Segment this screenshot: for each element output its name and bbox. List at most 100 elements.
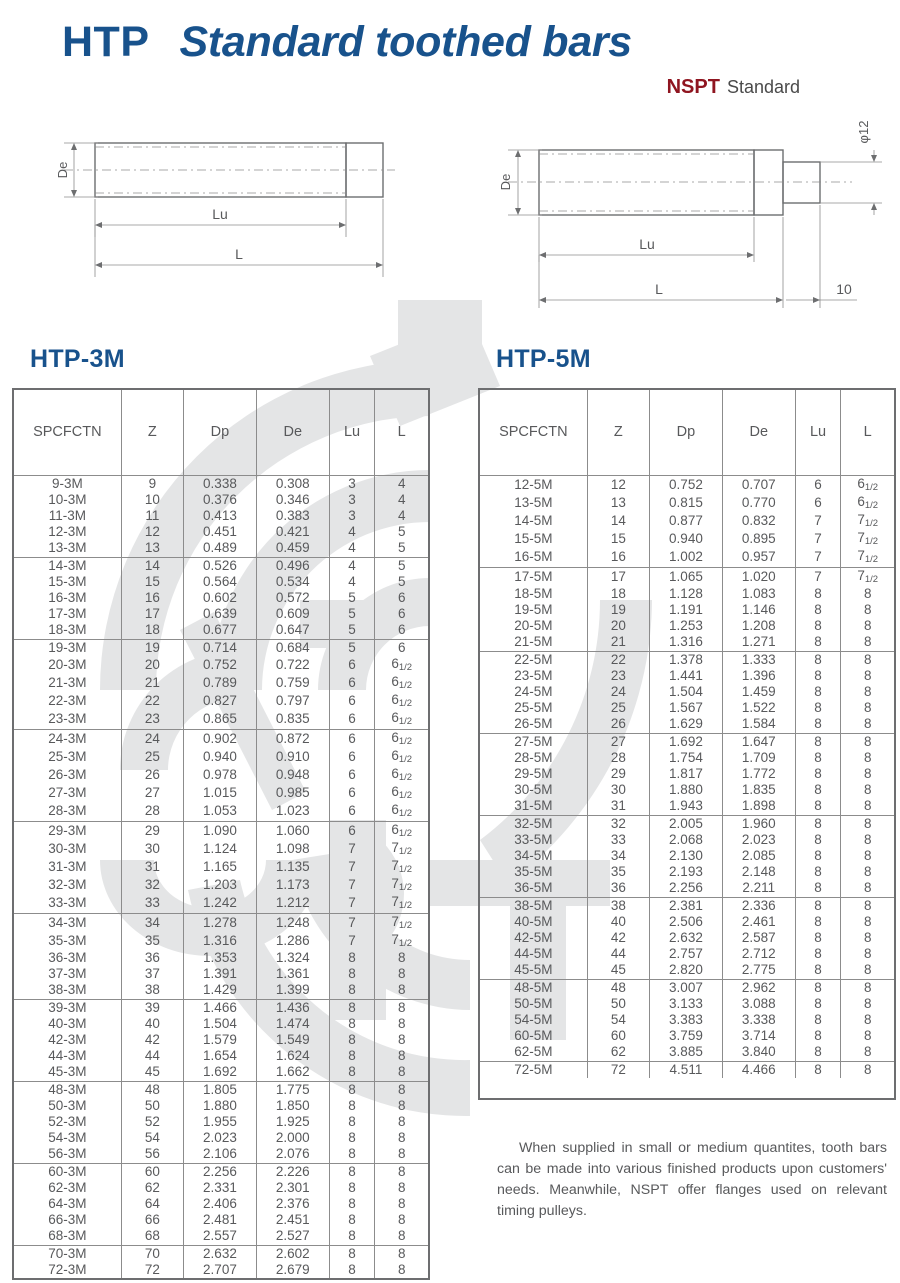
cell-de: 1.662 <box>255 1064 330 1082</box>
cell-l: 8 <box>840 618 897 635</box>
cell-l: 6 <box>374 622 431 640</box>
cell-lu: 8 <box>328 998 376 1016</box>
cell-dp: 1.002 <box>649 548 723 568</box>
table-header-row: SPCFCTN Z Dp De Lu L <box>11 388 431 476</box>
cell-spcfctn: 52-3M <box>11 1114 122 1131</box>
cell-l: 71/2 <box>374 931 431 950</box>
cell-lu: 7 <box>328 839 376 858</box>
cell-z: 20 <box>586 618 651 635</box>
cell-l: 8 <box>374 1015 431 1032</box>
cell-dp: 0.752 <box>183 655 257 674</box>
cell-lu: 8 <box>328 1015 376 1032</box>
cell-l: 8 <box>374 1114 431 1131</box>
cell-lu: 4 <box>328 573 376 590</box>
brand-suffix: Standard <box>726 77 800 97</box>
cell-de: 0.459 <box>255 540 330 558</box>
table-row: 14-5M 14 0.877 0.832 7 71/2 <box>477 511 897 531</box>
cell-dp: 0.639 <box>183 606 257 623</box>
cell-z: 40 <box>586 913 651 930</box>
cell-de: 1.020 <box>721 566 796 586</box>
cell-de: 1.549 <box>255 1032 330 1049</box>
cell-l: 61/2 <box>374 820 431 840</box>
cell-de: 0.609 <box>255 606 330 623</box>
cell-dp: 3.007 <box>649 978 723 996</box>
cell-lu: 6 <box>328 655 376 674</box>
cell-spcfctn: 24-5M <box>477 683 588 701</box>
cell-de: 1.709 <box>721 749 796 766</box>
cell-l: 8 <box>374 1130 431 1147</box>
cell-lu: 8 <box>328 1196 376 1213</box>
cell-de: 1.083 <box>721 585 796 602</box>
cell-z: 60 <box>120 1162 185 1180</box>
cell-dp: 0.413 <box>183 507 257 525</box>
cell-dp: 0.526 <box>183 556 257 574</box>
cell-l: 5 <box>374 556 431 574</box>
table-row: 44-5M 44 2.757 2.712 8 8 <box>477 946 897 963</box>
cell-lu: 8 <box>328 1228 376 1246</box>
table-row: 26-3M 26 0.978 0.948 6 61/2 <box>11 765 431 785</box>
cell-de: 0.770 <box>721 493 796 512</box>
cell-l: 8 <box>840 650 897 668</box>
cell-de: 1.135 <box>255 857 330 877</box>
cell-de: 1.474 <box>255 1015 330 1032</box>
cell-lu: 4 <box>328 556 376 574</box>
table-row: 72-3M 72 2.707 2.679 8 8 <box>11 1261 431 1281</box>
table-row: 9-3M 9 0.338 0.308 3 4 <box>11 475 431 492</box>
table-row: 60-5M 60 3.759 3.714 8 8 <box>477 1028 897 1045</box>
cell-spcfctn: 50-3M <box>11 1097 122 1115</box>
table-row: 48-5M 48 3.007 2.962 8 8 <box>477 978 897 996</box>
cell-spcfctn: 14-5M <box>477 511 588 531</box>
cell-spcfctn: 25-5M <box>477 700 588 717</box>
cell-lu: 7 <box>794 530 842 549</box>
cell-spcfctn: 30-3M <box>11 839 122 858</box>
cell-z: 25 <box>120 747 185 766</box>
cell-lu: 8 <box>794 732 842 750</box>
cell-lu: 7 <box>794 511 842 531</box>
cell-l: 8 <box>374 949 431 967</box>
cell-spcfctn: 38-3M <box>11 982 122 1000</box>
cell-lu: 6 <box>328 673 376 693</box>
table-row: 36-3M 36 1.353 1.324 8 8 <box>11 949 431 967</box>
cell-l: 8 <box>840 946 897 963</box>
cell-dp: 1.466 <box>183 998 257 1016</box>
cell-z: 13 <box>120 540 185 558</box>
drawing-stepped-bar: De φ12 Lu L <box>462 112 900 322</box>
cell-z: 25 <box>586 700 651 717</box>
cell-z: 45 <box>120 1064 185 1082</box>
supply-note: When supplied in small or medium quantit… <box>497 1138 887 1222</box>
cell-dp: 2.406 <box>183 1196 257 1213</box>
cell-dp: 0.677 <box>183 622 257 640</box>
cell-dp: 0.940 <box>183 747 257 766</box>
cell-de: 1.522 <box>721 700 796 717</box>
cell-de: 1.146 <box>721 601 796 619</box>
cell-spcfctn: 20-5M <box>477 618 588 635</box>
cell-z: 54 <box>586 1012 651 1029</box>
cell-dp: 3.383 <box>649 1012 723 1029</box>
cell-lu: 7 <box>794 566 842 586</box>
cell-dp: 3.133 <box>649 995 723 1012</box>
cell-lu: 8 <box>794 1012 842 1029</box>
cell-lu: 8 <box>794 814 842 832</box>
cell-z: 18 <box>586 585 651 602</box>
table-row: 30-3M 30 1.124 1.098 7 71/2 <box>11 839 431 858</box>
fraction: 1/2 <box>398 937 413 949</box>
cell-spcfctn: 17-3M <box>11 606 122 623</box>
cell-z: 30 <box>120 839 185 858</box>
cell-de: 2.712 <box>721 946 796 963</box>
cell-spcfctn: 35-3M <box>11 931 122 950</box>
cell-l: 8 <box>840 765 897 783</box>
cell-dp: 1.754 <box>649 749 723 766</box>
fraction: 1/2 <box>398 771 413 783</box>
cell-dp: 1.316 <box>649 634 723 652</box>
fraction: 1/2 <box>398 716 413 728</box>
cell-spcfctn: 48-5M <box>477 978 588 996</box>
cell-l: 71/2 <box>840 511 897 531</box>
table-row: 36-5M 36 2.256 2.211 8 8 <box>477 880 897 898</box>
cell-spcfctn: 54-5M <box>477 1012 588 1029</box>
cell-z: 21 <box>586 634 651 652</box>
table-row: 70-3M 70 2.632 2.602 8 8 <box>11 1244 431 1262</box>
cell-de: 1.208 <box>721 618 796 635</box>
cell-dp: 2.506 <box>649 913 723 930</box>
cell-lu: 8 <box>794 896 842 914</box>
cell-l: 61/2 <box>374 802 431 822</box>
